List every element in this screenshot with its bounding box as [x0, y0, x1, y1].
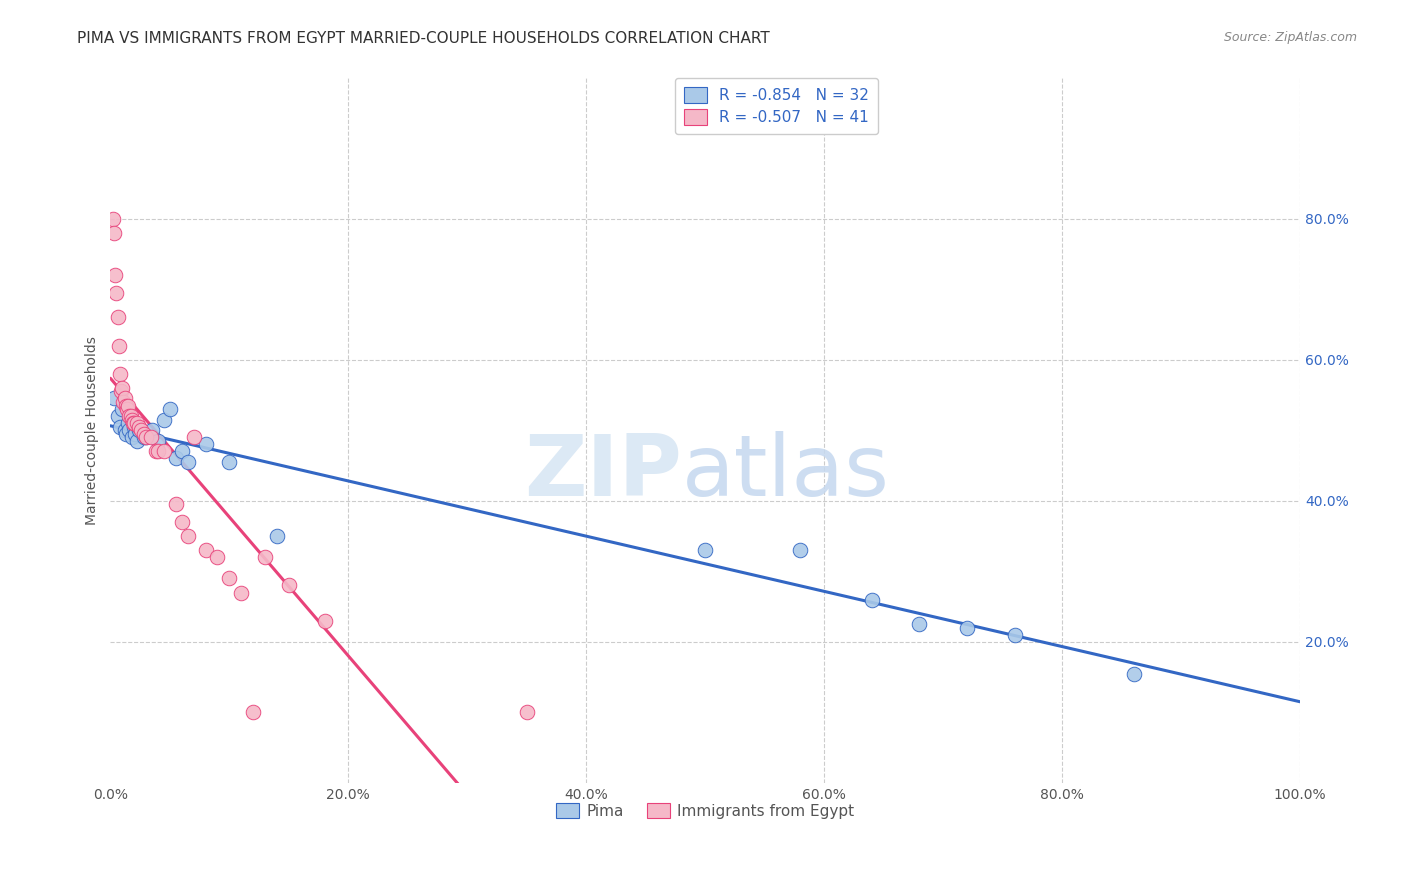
Point	[112, 395, 135, 409]
Point	[111, 381, 134, 395]
Point	[117, 416, 139, 430]
Text: atlas: atlas	[682, 431, 890, 514]
Point	[789, 543, 811, 558]
Point	[105, 285, 128, 300]
Point	[314, 614, 336, 628]
Point	[101, 211, 124, 226]
Point	[139, 430, 162, 444]
Point	[125, 434, 148, 448]
Point	[121, 412, 143, 426]
Point	[103, 392, 125, 406]
Point	[122, 419, 145, 434]
Point	[128, 423, 150, 437]
Point	[124, 426, 146, 441]
Point	[118, 423, 141, 437]
Point	[114, 392, 136, 406]
Point	[218, 455, 240, 469]
Y-axis label: Married-couple Households: Married-couple Households	[86, 335, 100, 524]
Point	[153, 412, 176, 426]
Point	[108, 367, 131, 381]
Point	[1004, 628, 1026, 642]
Point	[104, 268, 127, 282]
Point	[165, 451, 187, 466]
Point	[122, 416, 145, 430]
Point	[107, 409, 129, 424]
Point	[108, 419, 131, 434]
Point	[177, 529, 200, 543]
Point	[194, 437, 217, 451]
Point	[516, 706, 538, 720]
Point	[146, 444, 169, 458]
Point	[194, 543, 217, 558]
Point	[183, 430, 205, 444]
Point	[117, 399, 139, 413]
Point	[107, 310, 129, 325]
Point	[110, 384, 132, 399]
Point	[132, 430, 155, 444]
Point	[107, 338, 129, 352]
Point	[120, 409, 142, 424]
Text: ZIP: ZIP	[523, 431, 682, 514]
Point	[122, 416, 145, 430]
Point	[115, 426, 138, 441]
Point	[118, 409, 141, 424]
Point	[207, 550, 229, 565]
Point	[177, 455, 200, 469]
Point	[132, 426, 155, 441]
Point	[165, 497, 187, 511]
Point	[860, 592, 883, 607]
Point	[135, 430, 157, 444]
Point	[115, 402, 138, 417]
Point	[956, 621, 979, 635]
Point	[146, 434, 169, 448]
Point	[121, 430, 143, 444]
Text: Source: ZipAtlas.com: Source: ZipAtlas.com	[1223, 31, 1357, 45]
Legend: Pima, Immigrants from Egypt: Pima, Immigrants from Egypt	[550, 797, 860, 825]
Point	[695, 543, 717, 558]
Point	[218, 571, 240, 585]
Point	[254, 550, 277, 565]
Point	[135, 430, 157, 444]
Point	[1122, 666, 1144, 681]
Point	[115, 399, 138, 413]
Point	[103, 226, 125, 240]
Point	[170, 444, 193, 458]
Point	[145, 444, 167, 458]
Point	[141, 423, 163, 437]
Point	[277, 578, 299, 592]
Point	[153, 444, 176, 458]
Point	[242, 706, 264, 720]
Point	[266, 529, 288, 543]
Point	[170, 515, 193, 529]
Point	[114, 423, 136, 437]
Point	[128, 419, 150, 434]
Point	[159, 402, 181, 417]
Point	[231, 585, 253, 599]
Text: PIMA VS IMMIGRANTS FROM EGYPT MARRIED-COUPLE HOUSEHOLDS CORRELATION CHART: PIMA VS IMMIGRANTS FROM EGYPT MARRIED-CO…	[77, 31, 770, 46]
Point	[125, 416, 148, 430]
Point	[908, 617, 931, 632]
Point	[131, 423, 153, 437]
Point	[111, 402, 134, 417]
